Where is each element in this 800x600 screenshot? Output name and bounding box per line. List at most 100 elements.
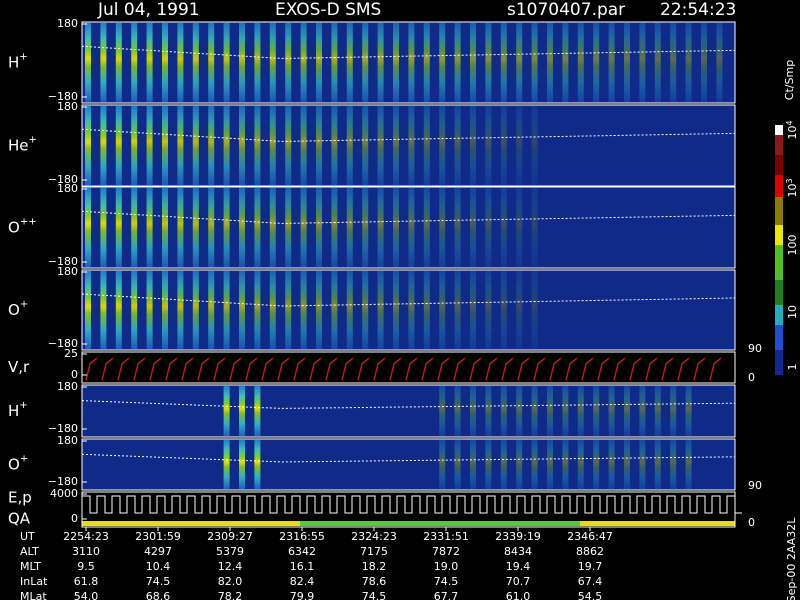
spectrogram-stripe bbox=[470, 106, 476, 185]
tick-base: 10 bbox=[786, 126, 799, 140]
table-cell: 6342 bbox=[288, 545, 316, 558]
spectrogram-stripe bbox=[577, 386, 584, 436]
spectrogram-stripe bbox=[346, 23, 353, 102]
spectrogram-stripe bbox=[470, 440, 476, 489]
spectrogram-stripe bbox=[470, 188, 476, 267]
panel-label: O+ bbox=[8, 299, 28, 319]
spectrogram-stripe bbox=[593, 440, 600, 489]
panel-frame bbox=[81, 491, 736, 528]
spectrogram-stripe bbox=[362, 23, 369, 102]
label-base: H bbox=[8, 402, 19, 420]
spectrogram-stripe bbox=[346, 106, 353, 185]
spectrogram-stripe bbox=[485, 106, 492, 185]
y-tick-label: 180 bbox=[57, 265, 78, 278]
spectrogram-stripe bbox=[146, 106, 153, 185]
table-cell: 54.5 bbox=[578, 590, 603, 600]
spectrogram-stripe bbox=[639, 386, 646, 436]
tick-exp: 3 bbox=[785, 178, 794, 183]
spectrogram-stripe bbox=[331, 106, 338, 185]
spectrogram-stripe bbox=[223, 271, 230, 349]
spectrogram-stripe bbox=[162, 271, 168, 349]
table-cell: 74.5 bbox=[434, 575, 459, 588]
spectrogram-stripe bbox=[254, 188, 261, 267]
panel-label: O++ bbox=[8, 217, 37, 237]
table-cell: 7872 bbox=[432, 545, 460, 558]
table-cell: 19.4 bbox=[506, 560, 531, 573]
spectrogram-stripe bbox=[316, 271, 322, 349]
spectrogram-stripe bbox=[362, 271, 369, 349]
spectrogram-stripe bbox=[223, 386, 230, 436]
spectrogram-stripe bbox=[254, 271, 261, 349]
spectrogram-stripe bbox=[285, 106, 292, 185]
spectrogram-stripe bbox=[131, 23, 138, 102]
energy-steps bbox=[81, 495, 742, 514]
spectrogram-stripe bbox=[608, 440, 615, 489]
spectrogram-stripe bbox=[85, 188, 91, 267]
y-tick-label: 180 bbox=[57, 380, 78, 393]
spectrogram-stripe bbox=[654, 386, 661, 436]
cb-seg bbox=[775, 305, 783, 325]
velocity-curve bbox=[165, 357, 178, 381]
table-cell: 7175 bbox=[360, 545, 388, 558]
spectrogram-stripe bbox=[239, 188, 245, 267]
row-header: MLT bbox=[20, 560, 41, 573]
panel-background bbox=[82, 385, 735, 437]
spectrogram-stripe bbox=[500, 106, 507, 185]
spectrogram-stripe bbox=[500, 23, 507, 102]
label-charge: + bbox=[19, 400, 27, 411]
cb-seg bbox=[775, 245, 783, 280]
table-cell: 74.5 bbox=[362, 590, 387, 600]
table-cell: 5379 bbox=[216, 545, 244, 558]
spectrogram-stripe bbox=[408, 188, 415, 267]
colorbar-title: Ct/Smp bbox=[783, 60, 796, 100]
spectrogram-stripe bbox=[362, 188, 369, 267]
track-line bbox=[81, 45, 736, 59]
spectrogram-stripe bbox=[254, 106, 261, 185]
table-cell: 2301:59 bbox=[135, 530, 181, 543]
label-charge: + bbox=[19, 52, 27, 63]
y-tick-label: −180 bbox=[48, 90, 78, 103]
spectrogram-stripe bbox=[131, 271, 138, 349]
spectrogram-stripe bbox=[470, 23, 476, 102]
spectrogram-stripe bbox=[470, 271, 476, 349]
velocity-curve bbox=[245, 357, 258, 381]
spectrogram-stripe bbox=[269, 106, 276, 185]
spectrogram-stripe bbox=[439, 440, 446, 489]
right-tick-label: 0 bbox=[748, 371, 755, 384]
table-cell: 10.4 bbox=[146, 560, 171, 573]
spectrogram-stripe bbox=[100, 23, 107, 102]
spectrogram-stripe bbox=[331, 188, 338, 267]
spectrogram-stripe bbox=[562, 440, 569, 489]
spectrogram-stripe bbox=[454, 23, 461, 102]
header-date: Jul 04, 1991 bbox=[97, 0, 200, 20]
velocity-curve bbox=[405, 357, 418, 381]
header-time: 22:54:23 bbox=[660, 0, 736, 20]
velocity-curve bbox=[293, 357, 306, 381]
label-base: O bbox=[8, 218, 20, 236]
spectrogram-stripe bbox=[208, 188, 215, 267]
spectrogram-stripe bbox=[192, 271, 199, 349]
panel-label: H+ bbox=[8, 52, 28, 72]
cb-seg bbox=[775, 197, 783, 225]
tick-base: 1 bbox=[786, 364, 799, 371]
velocity-curve bbox=[149, 357, 162, 381]
velocity-curve bbox=[181, 357, 194, 381]
spectrogram-stripe bbox=[162, 23, 168, 102]
colorbar-tick: 1 bbox=[786, 364, 799, 371]
row-header: UT bbox=[20, 530, 35, 543]
spectrogram-stripe bbox=[500, 188, 507, 267]
label-base: H bbox=[8, 53, 19, 71]
spectrogram-stripe bbox=[239, 23, 245, 102]
table-cell: 2254:23 bbox=[63, 530, 109, 543]
tick-exp: 4 bbox=[785, 120, 794, 125]
velocity-curve bbox=[629, 357, 642, 381]
spectrogram-stripe bbox=[393, 23, 399, 102]
panel-label: O+ bbox=[8, 454, 28, 474]
velocity-curve bbox=[565, 357, 578, 381]
spectrogram-stripe bbox=[346, 271, 353, 349]
colorbar-tick: 100 bbox=[786, 235, 799, 256]
velocity-curve bbox=[229, 357, 242, 381]
table-cell: 8862 bbox=[576, 545, 604, 558]
velocity-curve bbox=[709, 357, 722, 381]
